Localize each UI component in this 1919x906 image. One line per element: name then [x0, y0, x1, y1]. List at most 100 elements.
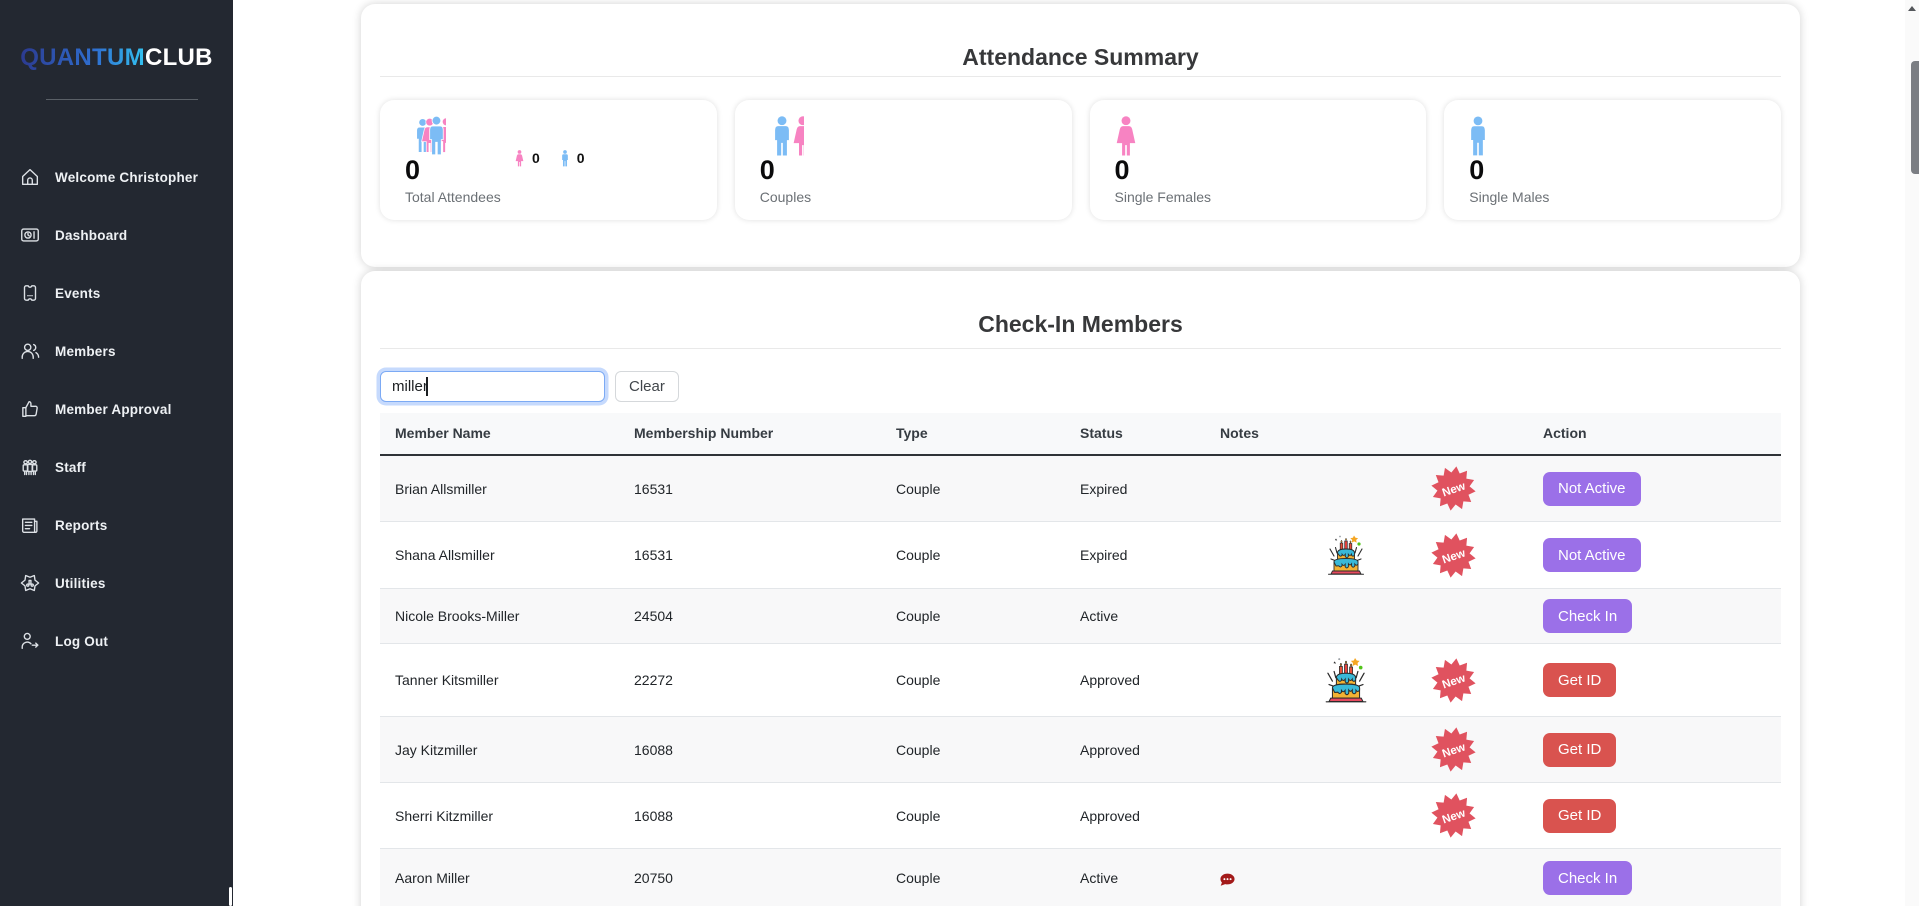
member-type-cell: Couple	[881, 455, 1065, 522]
sidebar-nav: Welcome Christopher Dashboard Events Member…	[0, 148, 233, 670]
member-row: Shana Allsmiller 16531 Couple Expired New Not…	[380, 521, 1781, 589]
action-button-get-id[interactable]: Get ID	[1543, 798, 1617, 833]
action-button-get-id[interactable]: Get ID	[1543, 663, 1617, 697]
member-row: Sherri Kitzmiller 16088 Couple Approved New G…	[380, 782, 1781, 849]
stat-label: Total Attendees	[405, 189, 501, 205]
sidebar-item-label: Member Approval	[55, 401, 172, 417]
stat-label: Single Females	[1114, 189, 1212, 205]
action-button-get-id[interactable]: Get ID	[1543, 732, 1617, 767]
new-badge-cell	[1391, 588, 1526, 644]
member-type-cell: Couple	[881, 848, 1065, 906]
sidebar-item-welcome-christopher[interactable]: Welcome Christopher	[0, 148, 233, 206]
logo-quantum: QUANTUM	[20, 44, 145, 71]
membership-number-cell: 24504	[619, 588, 881, 644]
checkin-members-title: Check-In Members	[978, 311, 1183, 337]
membership-number-cell: 16088	[619, 716, 881, 783]
member-name-cell: Sherri Kitzmiller	[380, 782, 619, 849]
column-header-status: Status	[1065, 413, 1205, 456]
notes-cell	[1205, 455, 1301, 522]
column-header-empty	[1391, 413, 1526, 456]
member-name-cell: Tanner Kitsmiller	[380, 643, 619, 717]
stat-label: Couples	[759, 189, 812, 205]
notes-cell	[1205, 588, 1301, 644]
sidebar-item-events[interactable]: Events	[0, 264, 233, 322]
search-input-wrap	[380, 371, 605, 402]
logout-icon	[19, 630, 41, 652]
member-status-cell: Expired	[1065, 521, 1205, 589]
sidebar-item-member-approval[interactable]: Member Approval	[0, 380, 233, 438]
membership-number-cell: 16088	[619, 782, 881, 849]
notes-cell	[1205, 521, 1301, 589]
member-row: Aaron Miller 20750 Couple Active Check In	[380, 848, 1781, 906]
action-button-check-in[interactable]: Check In	[1543, 599, 1633, 633]
stat-label: Single Males	[1469, 189, 1550, 205]
new-badge-cell	[1391, 848, 1526, 906]
logo-club: CLUB	[144, 44, 213, 71]
member-type-cell: Couple	[881, 521, 1065, 589]
users-icon	[19, 340, 41, 362]
team-icon	[19, 456, 41, 478]
member-status-cell: Approved	[1065, 782, 1205, 849]
action-cell: Check In	[1526, 588, 1781, 644]
sidebar-item-dashboard[interactable]: Dashboard	[0, 206, 233, 264]
stat-card-couples: 0 Couples	[734, 100, 1072, 220]
sidebar-item-log-out[interactable]: Log Out	[0, 612, 233, 670]
birthday-cake-icon	[1328, 535, 1364, 575]
new-badge-cell: New	[1391, 716, 1526, 783]
action-cell: Not Active	[1526, 521, 1781, 589]
thumbs-up-icon	[19, 398, 41, 420]
notes-cell	[1205, 782, 1301, 849]
stats-row: 0 Total Attendees 0 0 0 Couples 0 Single Female…	[380, 100, 1781, 220]
column-header-notes: Notes	[1205, 413, 1301, 456]
member-status-cell: Approved	[1065, 716, 1205, 783]
members-table: Member Name Membership Number Type Status No…	[380, 413, 1781, 906]
logo-divider	[46, 99, 198, 100]
app-logo: QUANTUMCLUB	[0, 44, 233, 72]
membership-number-cell: 16531	[619, 521, 881, 589]
column-header-action: Action	[1526, 413, 1781, 456]
sidebar-item-label: Events	[55, 285, 101, 301]
sidebar-item-label: Staff	[55, 459, 86, 475]
membership-number-cell: 22272	[619, 643, 881, 717]
new-badge-icon: New	[1431, 532, 1476, 578]
checkin-divider	[380, 348, 1781, 349]
sidebar: QUANTUMCLUB Welcome Christopher Dashboard…	[0, 0, 233, 906]
member-name-cell: Brian Allsmiller	[380, 455, 619, 522]
member-type-cell: Couple	[881, 716, 1065, 783]
member-search-input[interactable]	[380, 371, 605, 402]
sidebar-item-label: Members	[55, 343, 116, 359]
notes-cell	[1205, 716, 1301, 783]
clear-search-button[interactable]: Clear	[615, 371, 679, 402]
table-head: Member Name Membership Number Type Status No…	[380, 413, 1781, 456]
action-button-check-in[interactable]: Check In	[1543, 861, 1633, 895]
stat-sub-female: 0	[515, 150, 540, 167]
sidebar-item-staff[interactable]: Staff	[0, 438, 233, 496]
action-button-not-active[interactable]: Not Active	[1543, 538, 1641, 572]
notes-cell	[1205, 848, 1301, 906]
text-caret	[426, 377, 428, 396]
member-status-cell: Active	[1065, 588, 1205, 644]
stat-card-total-attendees: 0 Total Attendees 0 0	[380, 100, 717, 220]
new-badge-icon: New	[1431, 466, 1476, 511]
sidebar-item-reports[interactable]: Reports	[0, 496, 233, 554]
column-header-empty	[1301, 413, 1391, 456]
column-header-membership-number: Membership Number	[619, 413, 881, 456]
table-header-row: Member Name Membership Number Type Status No…	[380, 413, 1781, 456]
sidebar-item-label: Welcome Christopher	[55, 169, 199, 185]
sidebar-scrollbar-thumb[interactable]	[229, 887, 232, 906]
action-button-not-active[interactable]: Not Active	[1543, 471, 1641, 506]
member-name-cell: Jay Kitzmiller	[380, 716, 619, 783]
female-icon	[515, 150, 524, 167]
member-type-cell: Couple	[881, 588, 1065, 644]
sidebar-item-members[interactable]: Members	[0, 322, 233, 380]
scrollbar-thumb[interactable]	[1911, 61, 1919, 174]
sidebar-item-label: Dashboard	[55, 227, 128, 243]
home-icon	[19, 166, 41, 188]
birthday-cell	[1301, 588, 1391, 644]
member-status-cell: Active	[1065, 848, 1205, 906]
gear-icon	[19, 572, 41, 594]
sidebar-item-utilities[interactable]: Utilities	[0, 554, 233, 612]
page-scrollbar[interactable]	[1905, 0, 1919, 906]
stat-value: 0	[759, 155, 775, 185]
scrollbar-up-arrow-icon[interactable]	[1908, 6, 1916, 11]
